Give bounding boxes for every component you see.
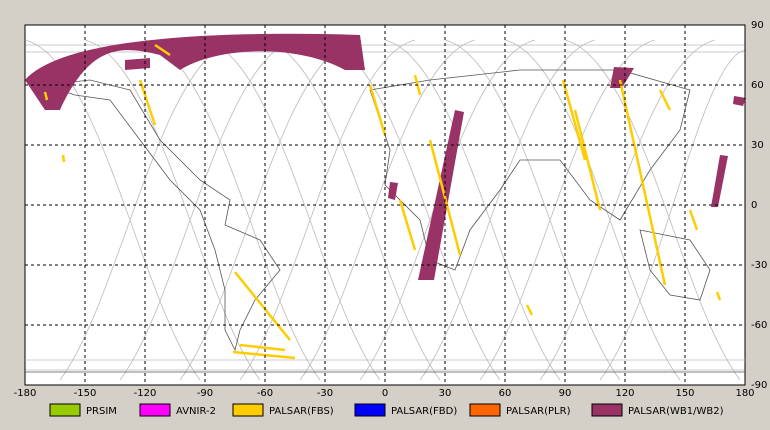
x-tick-label: -90 [197, 388, 213, 399]
y-tick-label: -60 [751, 320, 767, 331]
y-tick-label: 60 [751, 80, 764, 91]
legend-label: PALSAR(PLR) [506, 406, 571, 417]
y-tick-label: 30 [751, 140, 764, 151]
x-tick-label: 60 [499, 388, 512, 399]
x-tick-label: 90 [559, 388, 572, 399]
y-tick-label: 90 [751, 20, 764, 31]
x-tick-label: 120 [615, 388, 634, 399]
x-tick-label: 180 [735, 388, 754, 399]
x-tick-label: -120 [134, 388, 157, 399]
legend-label: PALSAR(FBS) [269, 406, 334, 417]
legend-label: PALSAR(WB1/WB2) [628, 406, 724, 417]
x-tick-label: 150 [675, 388, 694, 399]
x-tick-label: 30 [439, 388, 452, 399]
x-tick-label: -60 [257, 388, 273, 399]
wb-swaths [25, 33, 746, 280]
y-tick-label: -30 [751, 260, 767, 271]
legend-swatch [469, 403, 501, 417]
x-tick-label: -30 [317, 388, 333, 399]
legend-swatch [232, 403, 264, 417]
x-tick-label: -150 [74, 388, 97, 399]
legend-label: PRSIM [86, 406, 117, 417]
legend-swatch [49, 403, 81, 417]
legend: PRSIM AVNIR-2 PALSAR(FBS) PALSAR(FBD) PALSAR… [49, 403, 724, 417]
y-tick-label: -90 [751, 380, 767, 391]
x-tick-label: 0 [382, 388, 388, 399]
fbs-swaths [43, 43, 722, 360]
legend-swatch [354, 403, 386, 417]
y-tick-label: 0 [751, 200, 757, 211]
legend-label: PALSAR(FBD) [391, 406, 457, 417]
legend-swatch [591, 403, 623, 417]
legend-label: AVNIR-2 [176, 406, 216, 417]
x-tick-label: -180 [14, 388, 37, 399]
graticule: -180 -150 -120 -90 -60 -30 0 30 60 90 120 150 180 90 6… [14, 20, 768, 399]
legend-swatch [139, 403, 171, 417]
